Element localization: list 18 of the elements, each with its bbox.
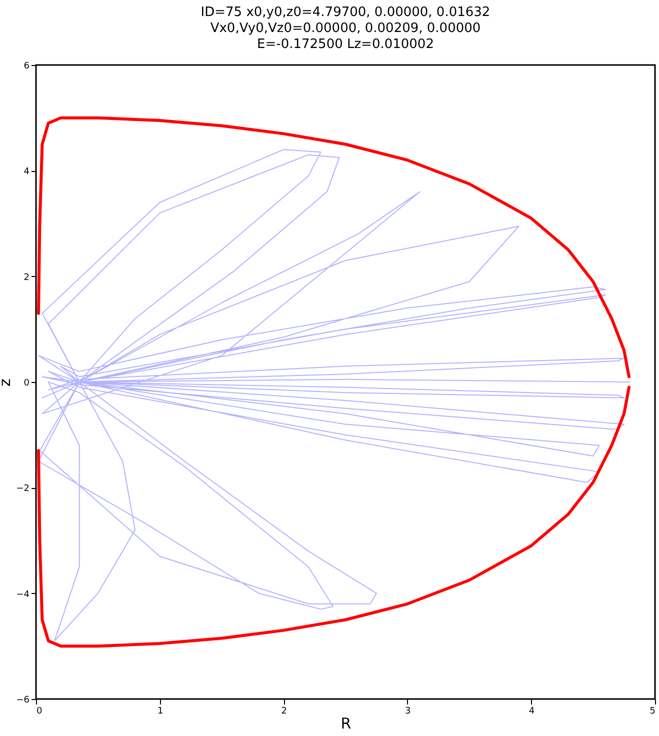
x-tick-label: 4: [528, 706, 535, 716]
y-tick-label: 6: [24, 62, 30, 72]
line-series: [36, 116, 630, 378]
x-tick-label: 0: [36, 706, 42, 716]
y-tick-label: 2: [24, 272, 30, 283]
y-tick-label: 0: [24, 378, 30, 388]
x-tick-label: 1: [157, 706, 164, 716]
y-tick-label: −4: [16, 590, 30, 600]
y-tick-label: −2: [16, 484, 30, 494]
line-series: [36, 386, 630, 648]
y-tick-label: −6: [16, 696, 30, 706]
x-axis-title: R: [340, 714, 352, 732]
x-tick-label: 3: [405, 706, 411, 716]
x-tick-label: 2: [281, 706, 287, 716]
y-tick-label: 4: [24, 167, 30, 178]
x-tick-label: 5: [650, 706, 656, 716]
y-axis-title: z: [0, 378, 14, 386]
chart-title: ID=75 x0,y0,z0=4.79700, 0.00000, 0.01632 Vx0,Vy0,Vz0=0.00000, 0.00209, 0.00000 E=-0.172500 Lz=0.010002: [200, 5, 490, 52]
